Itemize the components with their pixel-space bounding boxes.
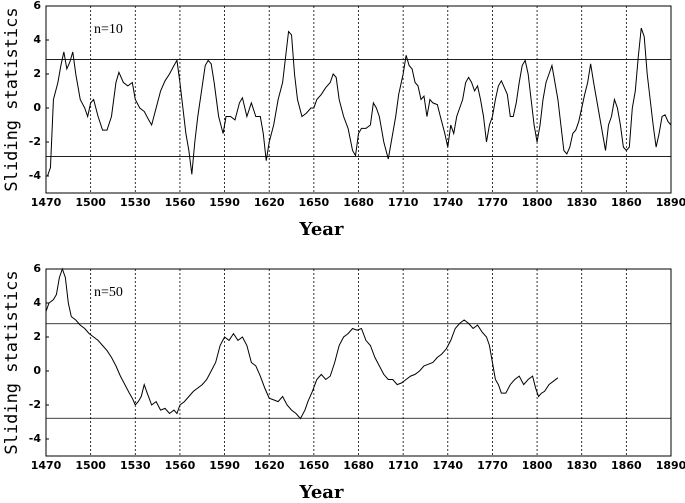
x-tick-label: 1770 [477, 196, 508, 209]
y-tick-label: 2 [33, 67, 41, 80]
y-tick-label: 6 [33, 262, 41, 275]
y-axis-label: Sliding statistics [2, 270, 22, 454]
x-tick-label: 1620 [254, 459, 285, 472]
x-tick-label: 1800 [522, 196, 553, 209]
y-tick-label: -2 [29, 398, 41, 411]
y-tick-label: -4 [29, 169, 42, 182]
x-tick-label: 1470 [31, 196, 62, 209]
x-tick-label: 1500 [75, 459, 106, 472]
y-tick-label: 6 [33, 0, 41, 12]
x-tick-label: 1710 [388, 196, 419, 209]
y-tick-label: 0 [33, 364, 41, 377]
data-line [47, 27, 672, 177]
x-tick-label: 1740 [432, 196, 463, 209]
y-tick-label: 0 [33, 101, 41, 114]
y-tick-label: 4 [33, 33, 41, 46]
data-line [45, 267, 559, 420]
y-tick-label: 2 [33, 330, 41, 343]
x-tick-label: 1890 [656, 459, 685, 472]
x-tick-label: 1680 [343, 459, 374, 472]
x-tick-label: 1890 [656, 196, 685, 209]
x-tick-label: 1800 [522, 459, 553, 472]
y-axis-label: Sliding statistics [2, 7, 22, 191]
x-tick-label: 1650 [299, 196, 330, 209]
x-tick-label: 1560 [165, 459, 196, 472]
y-tick-label: -2 [29, 135, 41, 148]
x-tick-label: 1560 [165, 196, 196, 209]
x-tick-label: 1530 [120, 459, 151, 472]
x-tick-label: 1590 [209, 459, 240, 472]
x-tick-label: 1740 [432, 459, 463, 472]
annotation: n=50 [94, 285, 123, 300]
x-axis-label: Year [299, 482, 344, 503]
x-tick-label: 1530 [120, 196, 151, 209]
y-tick-label: -4 [29, 432, 42, 445]
x-tick-label: 1830 [566, 459, 597, 472]
x-tick-label: 1860 [611, 196, 642, 209]
x-tick-label: 1590 [209, 196, 240, 209]
x-tick-label: 1470 [31, 459, 62, 472]
x-tick-label: 1500 [75, 196, 106, 209]
x-tick-label: 1770 [477, 459, 508, 472]
y-tick-label: 4 [33, 296, 41, 309]
x-tick-label: 1860 [611, 459, 642, 472]
x-tick-label: 1650 [299, 459, 330, 472]
x-tick-label: 1680 [343, 196, 374, 209]
annotation: n=10 [94, 22, 123, 37]
x-tick-label: 1620 [254, 196, 285, 209]
x-axis-label: Year [299, 219, 344, 240]
x-tick-label: 1830 [566, 196, 597, 209]
x-tick-label: 1710 [388, 459, 419, 472]
